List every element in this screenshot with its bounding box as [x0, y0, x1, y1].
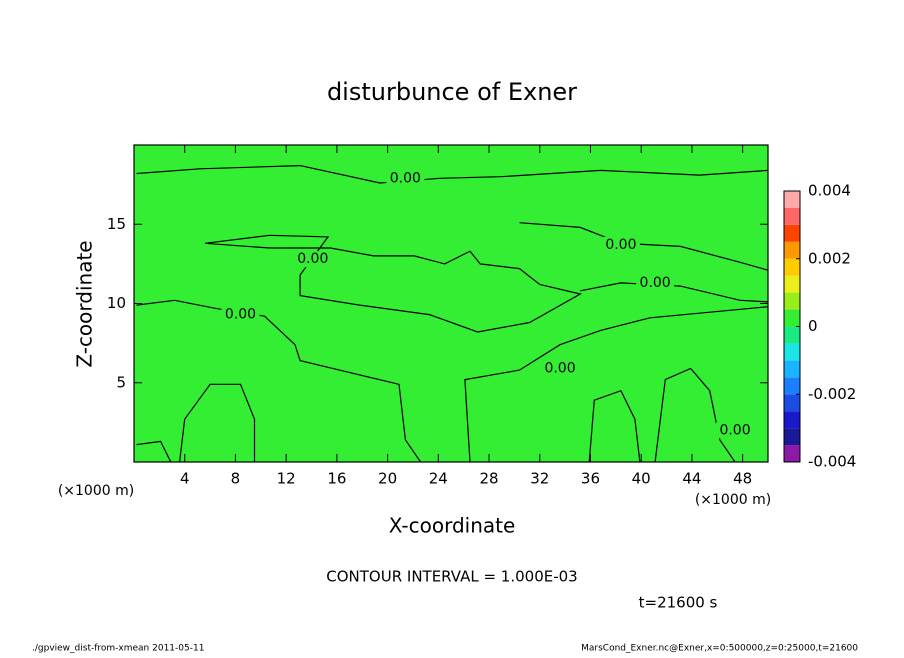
y-tick-label: 5	[116, 373, 126, 391]
contour-label: 0.00	[544, 360, 575, 376]
colorbar-band	[784, 445, 800, 462]
colorbar-tick-label: 0.004	[808, 182, 851, 200]
x-tick-label: 4	[180, 470, 190, 488]
contour-label-bg	[293, 251, 332, 268]
x-tick-label: 24	[429, 470, 448, 488]
colorbar-band	[784, 191, 800, 208]
contour-label: 0.00	[225, 307, 256, 323]
x-tick-label: 40	[632, 470, 651, 488]
contour-label: 0.00	[640, 275, 671, 291]
x-unit-label: (×1000 m)	[695, 492, 771, 508]
colorbar-band	[784, 411, 800, 429]
colorbar-band	[784, 360, 800, 378]
colorbar-band	[784, 343, 800, 361]
y-tick-label: 10	[107, 294, 126, 312]
x-tick-label: 48	[733, 470, 752, 488]
y-axis-label: Z-coordinate	[73, 240, 97, 367]
x-tick-label: 44	[682, 470, 701, 488]
contour-line	[136, 164, 769, 184]
colorbar-band	[784, 292, 800, 310]
colorbar-band	[784, 326, 800, 344]
x-axis-label: X-coordinate	[389, 514, 516, 538]
contour-label: 0.00	[719, 422, 750, 438]
colorbar-tick-label: 0.002	[808, 249, 851, 267]
contour-line	[464, 306, 769, 463]
colorbar-tick-label: -0.002	[808, 385, 856, 403]
y-unit-label: (×1000 m)	[58, 483, 134, 499]
contour-label-bg	[541, 360, 580, 377]
contour-label-bg	[636, 274, 675, 291]
colorbar-tick-label: 0	[808, 317, 818, 335]
x-tick-label: 28	[479, 470, 498, 488]
contour-line	[519, 222, 769, 271]
footer-left: ./gpview_dist-from-xmean 2011-05-11	[32, 644, 204, 654]
contour-line	[204, 234, 582, 333]
colorbar-band	[784, 377, 800, 395]
y-tick-label: 15	[107, 215, 126, 233]
contour-interval: CONTOUR INTERVAL = 1.000E-03	[326, 568, 577, 586]
contour-label-bg	[601, 236, 640, 253]
chart-title: disturbunce of Exner	[327, 78, 577, 106]
colorbar-band	[784, 207, 800, 225]
x-tick-label: 16	[327, 470, 346, 488]
contour-line	[654, 367, 736, 463]
x-tick-label: 32	[530, 470, 549, 488]
time-label: t=21600 s	[639, 594, 718, 612]
contour-label-bg	[716, 422, 755, 439]
x-tick-label: 20	[378, 470, 397, 488]
colorbar-band	[784, 224, 800, 242]
contour-label-bg	[221, 306, 260, 323]
x-tick-label: 12	[277, 470, 296, 488]
contour-line	[179, 383, 256, 463]
contour-label: 0.00	[297, 251, 328, 267]
colorbar-band	[784, 258, 800, 276]
field	[134, 145, 768, 462]
colorbar-band	[784, 309, 800, 327]
contour-line	[136, 299, 422, 463]
colorbar-band	[784, 428, 800, 446]
footer-right: MarsCond_Exner.nc@Exner,x=0:500000,z=0:2…	[581, 644, 858, 654]
contour-label: 0.00	[390, 170, 421, 186]
contour-line	[588, 389, 641, 463]
contour-line	[580, 282, 769, 303]
x-tick-label: 36	[581, 470, 600, 488]
contour-label: 0.00	[605, 237, 636, 253]
colorbar-band	[784, 241, 800, 259]
colorbar-band	[784, 394, 800, 412]
contour-label-bg	[386, 170, 425, 187]
colorbar-tick-label: -0.004	[808, 453, 856, 471]
x-tick-label: 8	[231, 470, 241, 488]
colorbar-band	[784, 275, 800, 293]
contour-line	[136, 440, 172, 463]
